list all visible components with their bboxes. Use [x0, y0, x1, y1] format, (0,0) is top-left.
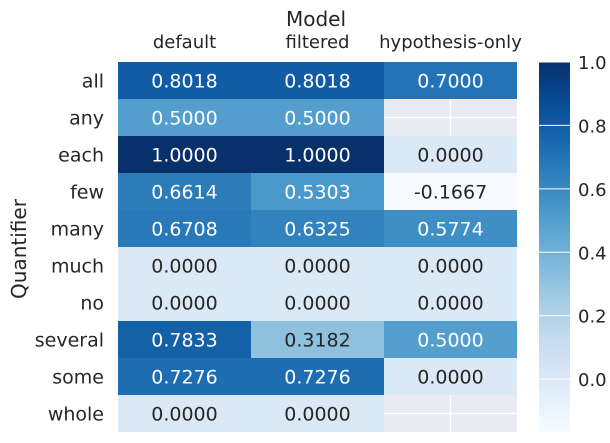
cell-value-label: 0.5000	[284, 108, 350, 130]
cell-value-label: 0.0000	[417, 293, 483, 315]
chart-title: Model	[286, 7, 346, 31]
heatmap-cell	[118, 358, 251, 395]
heatmap-cell	[118, 99, 251, 136]
heatmap-cells	[118, 62, 517, 432]
heatmap-cell	[118, 210, 251, 247]
heatmap-cell	[384, 173, 517, 210]
row-label: whole	[48, 404, 104, 426]
cell-value-label: 0.0000	[417, 367, 483, 389]
row-label: any	[69, 108, 104, 130]
colorbar-tick-label: 0.4	[578, 243, 607, 264]
cell-value-label: 0.7000	[417, 71, 483, 93]
heatmap-cell	[251, 99, 384, 136]
column-labels: default filtered hypothesis-only	[153, 32, 522, 53]
cell-value-label: 1.0000	[151, 145, 217, 167]
heatmap-cell	[251, 395, 384, 432]
colorbar-tick-label: 0.0	[578, 370, 607, 391]
cell-value-label: 0.5774	[417, 219, 483, 241]
cell-value-labels: 0.8018 0.8018 0.7000 0.5000 0.5000 1.0000 1.00…	[151, 71, 487, 426]
heatmap-cell	[118, 173, 251, 210]
colorbar-tick-label: 0.8	[578, 116, 607, 137]
row-label: many	[51, 219, 104, 241]
y-axis-label: Quantifier	[7, 198, 31, 299]
heatmap-cell	[118, 284, 251, 321]
cell-value-label: 0.0000	[417, 145, 483, 167]
heatmap-cell	[251, 210, 384, 247]
colorbar: 0.0 0.2 0.4 0.6 0.8 1.0	[539, 53, 607, 432]
heatmap-cell	[384, 284, 517, 321]
row-label: much	[51, 256, 104, 278]
cell-value-label: 0.8018	[151, 71, 217, 93]
cell-value-label: 0.0000	[151, 293, 217, 315]
heatmap-cell	[118, 62, 251, 99]
cell-value-label: 0.6614	[151, 182, 217, 204]
cell-value-label: 0.0000	[151, 256, 217, 278]
colorbar-tick-label: 0.2	[578, 307, 607, 328]
heatmap-cell	[118, 247, 251, 284]
row-label: all	[82, 71, 104, 93]
heatmap-cell	[384, 210, 517, 247]
cell-value-label: 0.7833	[151, 330, 217, 352]
heatmap-cell	[251, 247, 384, 284]
cell-value-label: 0.0000	[151, 404, 217, 426]
heatmap-cell	[251, 173, 384, 210]
cell-value-label: 0.7276	[284, 367, 350, 389]
cell-value-label: 0.0000	[417, 256, 483, 278]
colorbar-tick-label: 0.6	[578, 180, 607, 201]
row-label: few	[70, 182, 104, 204]
heatmap-cell	[251, 136, 384, 173]
heatmap-cell	[384, 321, 517, 358]
column-label: hypothesis-only	[379, 32, 522, 53]
colorbar-gradient	[539, 62, 570, 432]
cell-value-label: 0.0000	[284, 256, 350, 278]
row-label: several	[35, 330, 104, 352]
cell-value-label: -0.1667	[414, 182, 487, 204]
cell-value-label: 0.6708	[151, 219, 217, 241]
cell-value-label: 0.0000	[284, 293, 350, 315]
row-label: each	[58, 145, 104, 167]
heatmap-cell	[384, 358, 517, 395]
cell-value-label: 0.8018	[284, 71, 350, 93]
row-label: some	[52, 367, 104, 389]
cell-value-label: 0.6325	[284, 219, 350, 241]
heatmap-cell	[118, 321, 251, 358]
cell-value-label: 0.7276	[151, 367, 217, 389]
heatmap-cell	[384, 136, 517, 173]
heatmap-cell	[251, 62, 384, 99]
row-label: no	[80, 293, 104, 315]
row-labels: all any each few many much no several some whole	[35, 71, 104, 426]
colorbar-tick-label: 1.0	[578, 53, 607, 74]
cell-value-label: 0.0000	[284, 404, 350, 426]
heatmap-cell	[251, 321, 384, 358]
cell-value-label: 0.5000	[417, 330, 483, 352]
heatmap-cell	[251, 358, 384, 395]
cell-value-label: 0.3182	[284, 330, 350, 352]
heatmap-cell	[251, 284, 384, 321]
column-label: default	[153, 32, 216, 53]
heatmap-cell	[118, 136, 251, 173]
column-label: filtered	[286, 32, 350, 53]
cell-value-label: 1.0000	[284, 145, 350, 167]
cell-value-label: 0.5303	[284, 182, 350, 204]
heatmap-cell	[384, 247, 517, 284]
heatmap-cell	[384, 62, 517, 99]
heatmap-cell	[118, 395, 251, 432]
cell-value-label: 0.5000	[151, 108, 217, 130]
